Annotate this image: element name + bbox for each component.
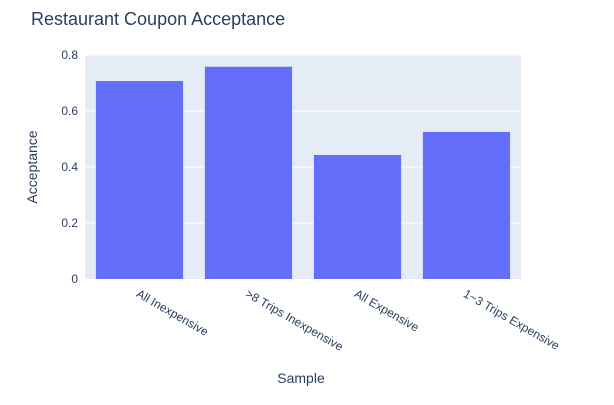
x-tick-label: All Expensive [352, 286, 422, 334]
x-axis-ticks: All Inexpensive >8 Trips Inexpensive All E… [134, 286, 562, 353]
bar [95, 81, 184, 279]
y-axis-ticks: 0 0.2 0.4 0.6 0.8 [61, 48, 78, 286]
x-axis-title: Sample [277, 370, 325, 386]
y-tick-label: 0.8 [61, 48, 78, 62]
y-tick-label: 0 [71, 272, 78, 286]
y-tick-label: 0.6 [61, 104, 78, 118]
bar [422, 132, 511, 279]
bar [204, 66, 293, 279]
y-tick-label: 0.4 [61, 160, 78, 174]
y-tick-label: 0.2 [61, 216, 78, 230]
y-axis-title: Acceptance [24, 130, 40, 203]
bars [95, 66, 511, 279]
chart-title: Restaurant Coupon Acceptance [31, 9, 285, 29]
x-tick-label: >8 Trips Inexpensive [243, 286, 346, 353]
bar [313, 154, 402, 279]
x-tick-label: All Inexpensive [134, 286, 211, 339]
x-tick-label: 1~3 Trips Expensive [461, 286, 562, 352]
